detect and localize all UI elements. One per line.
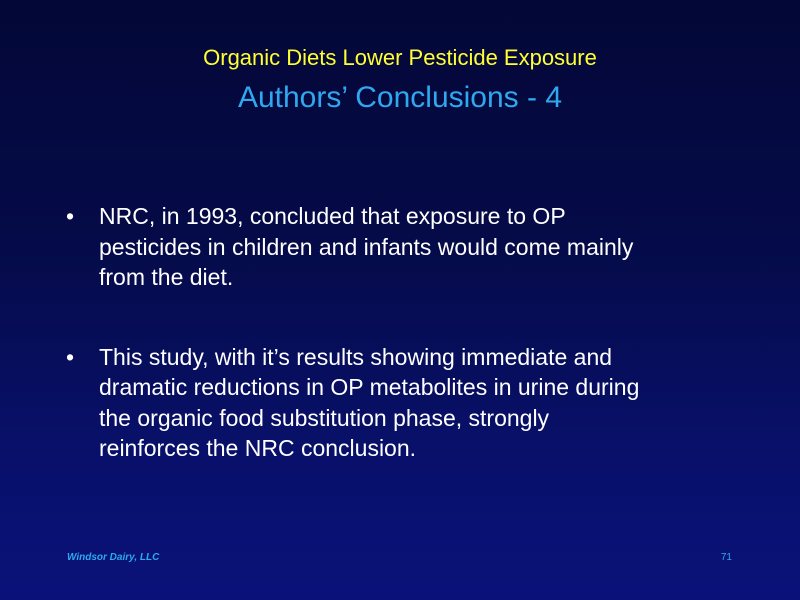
bullet-marker: • [66,343,75,370]
footer-company: Windsor Dairy, LLC [67,552,160,563]
bullet-line: the organic food substitution phase, str… [99,404,550,431]
slide-subtitle: Authors’ Conclusions - 4 [237,81,563,114]
bullet-line: from the diet. [99,264,234,290]
bullet-line: reinforces the NRC conclusion. [99,435,417,461]
bullet-line: pesticides in children and infants would… [99,233,634,260]
bullet-item: • This study, with it’s results showing … [66,342,756,464]
bullet-item: • NRC, in 1993, concluded that exposure … [66,201,756,293]
bullet-line: dramatic reductions in OP metabolites in… [99,374,640,400]
page-number: 71 [720,552,732,563]
bullet-line: NRC, in 1993, concluded that exposure to… [99,203,566,229]
bullet-list: • NRC, in 1993, concluded that exposure … [66,201,756,464]
bullet-marker: • [66,203,75,229]
bullet-line: This study, with it’s results showing im… [99,343,613,370]
slide-title: Organic Diets Lower Pesticide Exposure [203,45,597,70]
